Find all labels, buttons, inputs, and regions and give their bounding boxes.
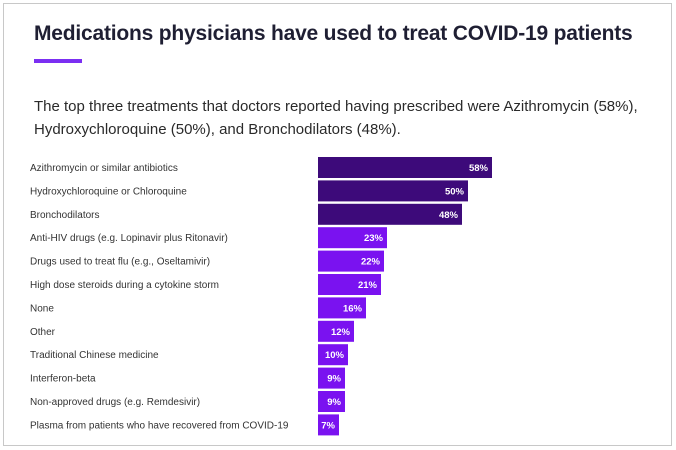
bar-value-label: 12%: [331, 327, 351, 338]
category-label: Other: [30, 327, 56, 338]
bar: [318, 367, 345, 389]
category-label: Traditional Chinese medicine: [30, 350, 159, 361]
category-label: Bronchodilators: [30, 210, 99, 221]
bar: [318, 227, 387, 249]
page-title: Medications physicians have used to trea…: [34, 22, 633, 45]
bar: [318, 297, 366, 319]
bar: [318, 203, 462, 225]
bar-value-label: 23%: [364, 233, 384, 244]
bar: [318, 157, 492, 178]
bar: [318, 250, 384, 272]
category-label: None: [30, 303, 54, 314]
bar-value-label: 21%: [358, 280, 378, 291]
category-label: Plasma from patients who have recovered …: [30, 420, 289, 431]
category-label: Interferon-beta: [30, 374, 96, 385]
category-label: Azithromycin or similar antibiotics: [30, 163, 178, 174]
bar-value-label: 7%: [321, 420, 335, 431]
bar-value-label: 9%: [327, 397, 341, 408]
category-label: High dose steroids during a cytokine sto…: [30, 280, 219, 291]
bar: [318, 344, 348, 366]
bar-value-label: 48%: [439, 210, 459, 221]
bar-value-label: 16%: [343, 303, 363, 314]
bar: [318, 274, 381, 295]
bar-value-label: 58%: [469, 163, 489, 174]
title-accent-line: [34, 59, 82, 63]
category-label: Anti-HIV drugs (e.g. Lopinavir plus Rito…: [30, 233, 228, 244]
bar-value-label: 50%: [445, 186, 465, 197]
bar-value-label: 10%: [325, 350, 345, 361]
category-label: Hydroxychloroquine or Chloroquine: [30, 186, 187, 197]
bar: [318, 391, 345, 412]
bar: [318, 320, 354, 342]
chart-subtitle: The top three treatments that doctors re…: [34, 98, 638, 138]
bar-value-label: 22%: [361, 257, 381, 268]
bar: [318, 180, 468, 202]
bar: [318, 414, 339, 436]
bar-value-label: 9%: [327, 374, 341, 385]
category-label: Drugs used to treat flu (e.g., Oseltamiv…: [30, 257, 210, 268]
category-label: Non-approved drugs (e.g. Remdesivir): [30, 397, 200, 408]
